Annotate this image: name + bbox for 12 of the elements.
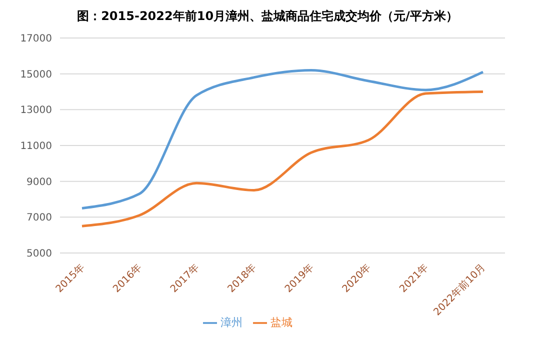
chart-title: 图：2015-2022年前10月漳州、盐城商品住宅成交均价（元/平方米） bbox=[76, 8, 459, 25]
y-tick-label: 17000 bbox=[20, 34, 52, 45]
y-tick-label: 15000 bbox=[20, 69, 52, 80]
y-tick-label: 11000 bbox=[20, 141, 52, 152]
y-tick-label: 13000 bbox=[20, 105, 52, 116]
y-tick-label: 9000 bbox=[26, 176, 52, 188]
line-series bbox=[80, 90, 484, 228]
y-tick-label: 5000 bbox=[26, 248, 52, 260]
legend-label: 漳州 bbox=[220, 316, 242, 329]
y-tick-label: 7000 bbox=[26, 212, 52, 224]
legend-label: 盐城 bbox=[270, 316, 292, 329]
line-series bbox=[80, 69, 484, 210]
